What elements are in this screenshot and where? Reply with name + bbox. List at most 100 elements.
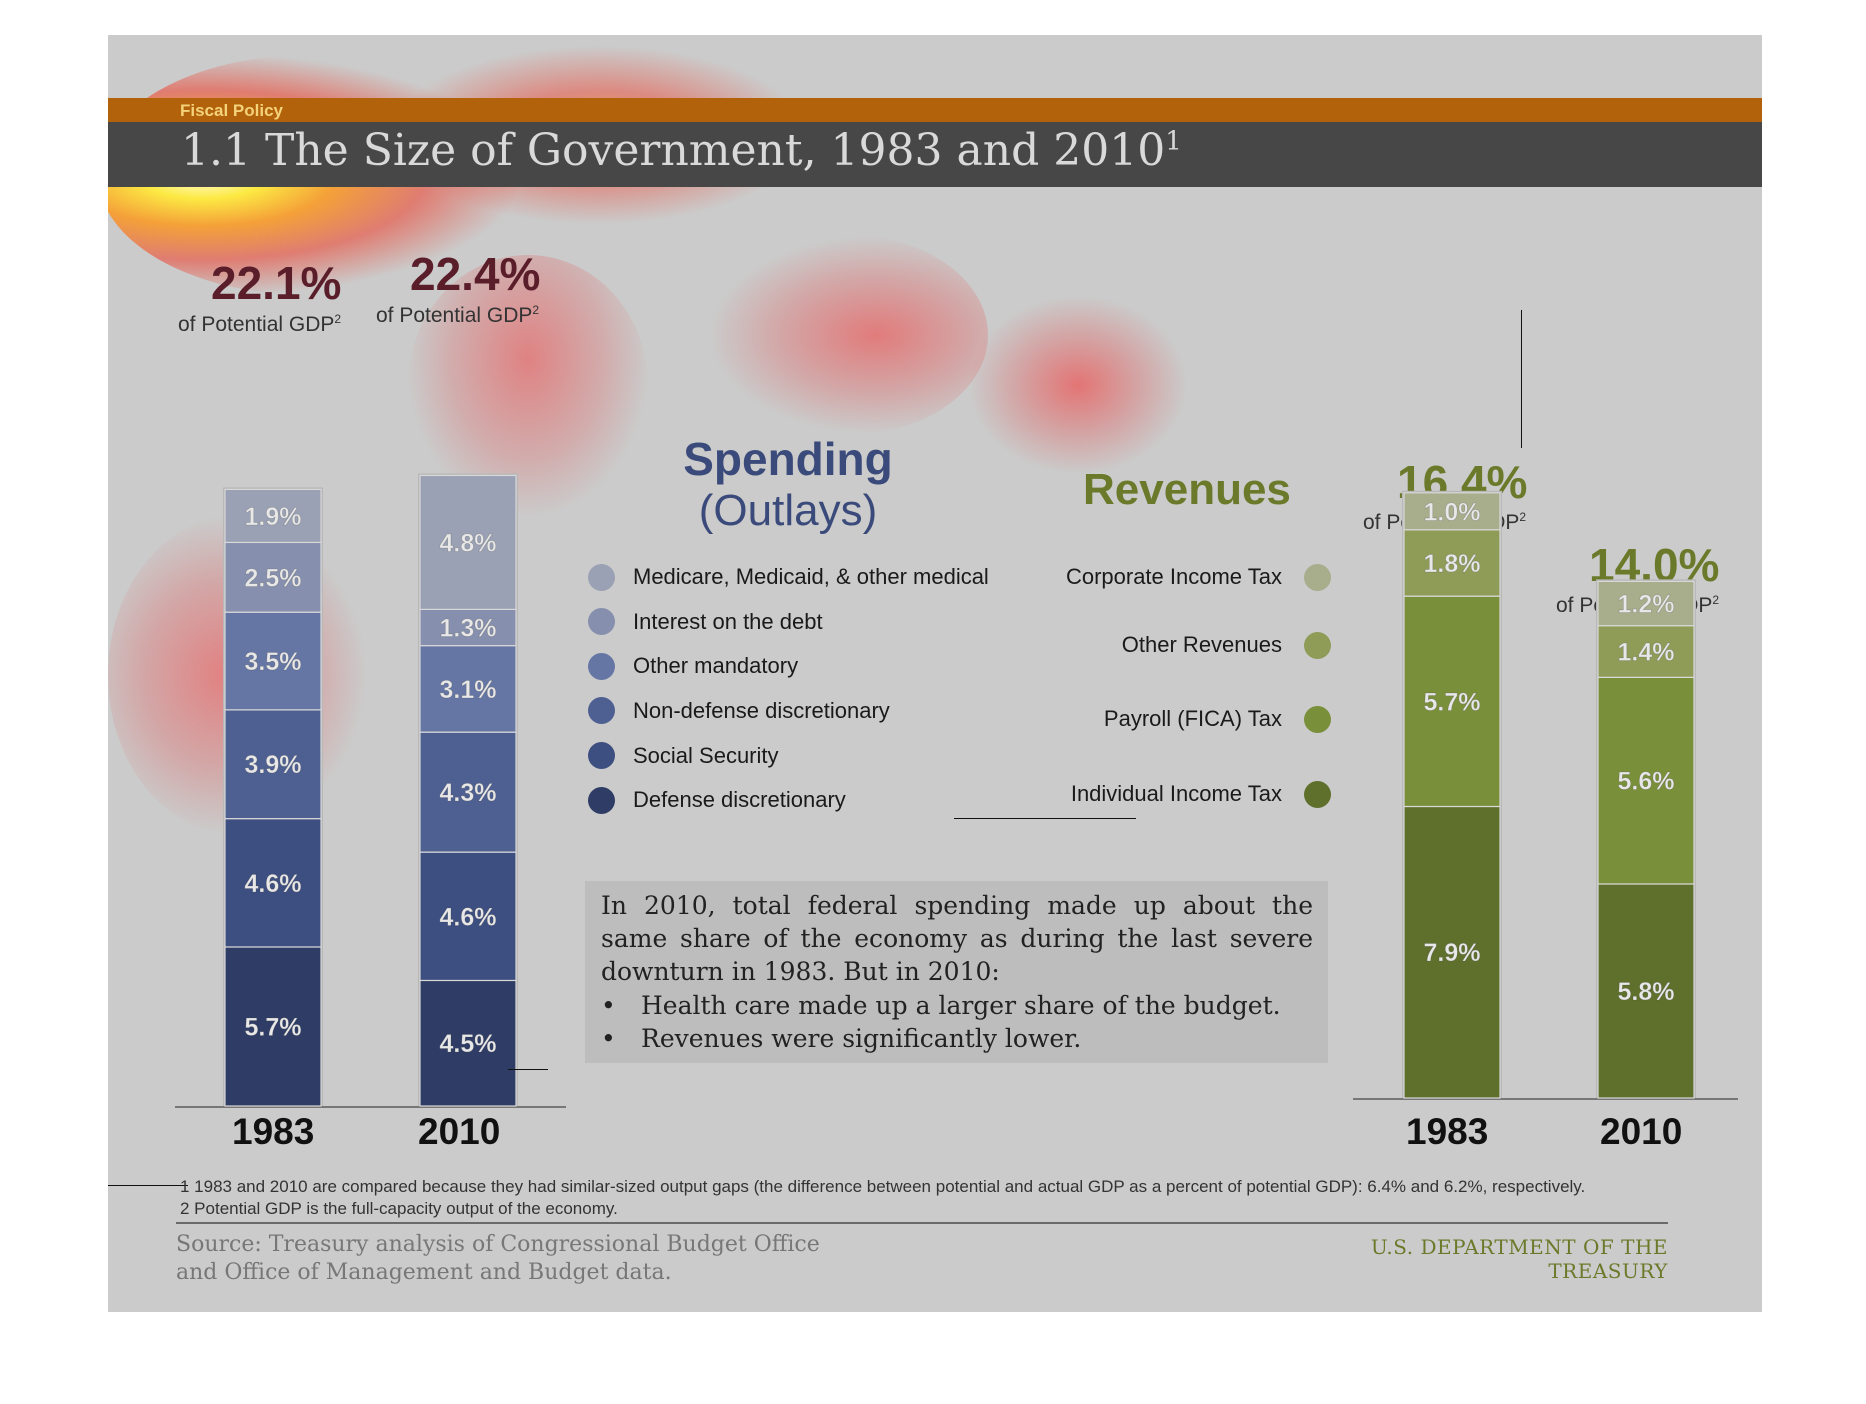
bar-segment [1403, 595, 1501, 808]
bar-value-label: 5.7% [245, 1013, 302, 1041]
bar-value-label: 5.7% [1424, 688, 1481, 716]
bar-segment [224, 946, 322, 1107]
header-accent-band [108, 98, 1762, 122]
legend-swatch [588, 563, 615, 591]
legend-swatch [588, 786, 615, 814]
legend-swatch [588, 742, 615, 770]
revenues-heading: Revenues [1083, 465, 1291, 514]
bar-value-label: 5.8% [1618, 978, 1675, 1006]
legend-label: Other Revenues [1121, 632, 1282, 658]
legend-label: Corporate Income Tax [1065, 564, 1282, 590]
x-label-revenue-2010: 2010 [1600, 1111, 1683, 1152]
spending-heading-line1: Spending [683, 433, 893, 485]
title-band [108, 122, 1762, 187]
spending-legend-item: Other mandatory [588, 652, 798, 682]
bar-value-label: 3.5% [245, 648, 302, 676]
bar-segment [419, 731, 517, 853]
legend-swatch [588, 652, 615, 680]
spending-heading-line2: (Outlays) [698, 486, 878, 535]
bullet-char: • [601, 1024, 616, 1053]
title-text: The Size of Government, 1983 and 2010 [264, 125, 1166, 176]
legend-label: Non-defense discretionary [633, 697, 890, 723]
bar-value-label: 1.2% [1618, 591, 1675, 619]
footnote-mark: 2 [334, 312, 342, 326]
page-title: 1.1 The Size of Government, 1983 and 201… [181, 125, 1182, 176]
gdp-label: of Potential GDP [178, 313, 335, 336]
x-label-spending-2010: 2010 [418, 1111, 501, 1152]
x-label-revenue-1983: 1983 [1406, 1111, 1489, 1152]
bullet-text: Health care made up a larger share of th… [641, 991, 1281, 1020]
spending-heading: Spending (Outlays) [668, 433, 908, 537]
bar-value-label: 5.6% [1618, 768, 1675, 796]
stacked-bar-charts: 5.7% 4.6% 3.9% 3.5% 2.5% 1.9% 4.5% 4.6% 4.3% 3.1%… [175, 473, 1738, 1108]
bar-segment [1597, 883, 1695, 1099]
legend-swatch [588, 608, 615, 636]
footer-rule [176, 1222, 1668, 1224]
summary-note: In 2010, total federal spending made up … [585, 881, 1328, 1063]
legend-swatch [588, 697, 615, 725]
bar-value-label: 4.5% [440, 1030, 497, 1058]
spending-total-2010-sub: of Potential GDP2 [376, 303, 539, 328]
bar-segment [419, 474, 517, 610]
bar-segment [419, 851, 517, 982]
bar-segment [1597, 625, 1695, 678]
bar-segment [224, 611, 322, 711]
treasury-logo-text: U.S. DEPARTMENT OF THE TREASURY [1370, 1235, 1668, 1283]
bar-segment [224, 541, 322, 613]
source-line-1: Source: Treasury analysis of Congression… [176, 1232, 820, 1257]
bar-value-label: 1.0% [1424, 498, 1481, 526]
legend-label: Payroll (FICA) Tax [1103, 706, 1282, 732]
bar-segment [1403, 805, 1501, 1099]
bar-value-label: 4.6% [245, 870, 302, 898]
bar-value-label: 4.6% [440, 903, 497, 931]
legend-label: Other mandatory [633, 653, 799, 679]
spending-total-1983: 22.1% [211, 257, 342, 309]
footnote-1: 1 1983 and 2010 are compared because the… [180, 1177, 1586, 1196]
legend-label: Medicare, Medicaid, & other medical [633, 564, 989, 590]
footnote-mark: 2 [1519, 510, 1527, 524]
bar-value-label: 1.4% [1618, 639, 1675, 667]
title-footnote-mark: 1 [1165, 126, 1182, 157]
annotation-line [508, 1069, 548, 1070]
title-number: 1.1 [181, 125, 251, 176]
bar-value-label: 2.5% [245, 564, 302, 592]
revenues-legend-item: Other Revenues [1008, 631, 1331, 661]
bar-segment [224, 818, 322, 948]
spending-legend-item: Defense discretionary [588, 786, 846, 816]
slide: Fiscal Policy 1.1 The Size of Government… [108, 35, 1762, 1312]
section-label: Fiscal Policy [180, 101, 283, 120]
annotation-line [1521, 310, 1522, 448]
footnote-mark: 2 [1712, 593, 1720, 607]
revenues-legend-item: Payroll (FICA) Tax [1008, 705, 1331, 735]
bar-value-label: 7.9% [1424, 939, 1481, 967]
legend-label: Defense discretionary [633, 787, 846, 813]
bar-value-label: 4.3% [440, 779, 497, 807]
bar-segment [1403, 529, 1501, 597]
spending-total-2010: 22.4% [410, 248, 541, 300]
legend-label: Interest on the debt [633, 608, 823, 634]
bullet-text: Revenues were significantly lower. [641, 1024, 1082, 1053]
summary-paragraph: In 2010, total federal spending made up … [601, 891, 1313, 986]
source-note: Source: Treasury analysis of Congression… [176, 1231, 820, 1287]
bar-segment [224, 488, 322, 544]
x-label-spending-1983: 1983 [232, 1111, 315, 1152]
footnote-mark: 2 [532, 303, 540, 317]
revenues-legend-item: Corporate Income Tax [1008, 563, 1331, 593]
bar-segment [1597, 580, 1695, 627]
source-line-2: and Office of Management and Budget data… [176, 1260, 672, 1285]
legend-swatch [1304, 780, 1331, 808]
spending-total-1983-sub: of Potential GDP2 [178, 312, 341, 337]
bar-segment [419, 608, 517, 647]
bar-segment [1597, 676, 1695, 885]
spending-legend-item: Social Security [588, 741, 779, 771]
summary-bullet: • Health care made up a larger share of t… [601, 989, 1281, 1022]
bar-value-label: 1.9% [245, 503, 302, 531]
annotation-line [954, 818, 1136, 819]
revenues-legend-item: Individual Income Tax [1008, 780, 1331, 810]
gdp-label: of Potential GDP [376, 304, 533, 327]
bar-value-label: 4.8% [440, 529, 497, 557]
bar-value-label: 3.9% [245, 751, 302, 779]
bar-value-label: 3.1% [440, 676, 497, 704]
legend-swatch [1304, 705, 1331, 733]
legend-swatch [1304, 563, 1331, 591]
